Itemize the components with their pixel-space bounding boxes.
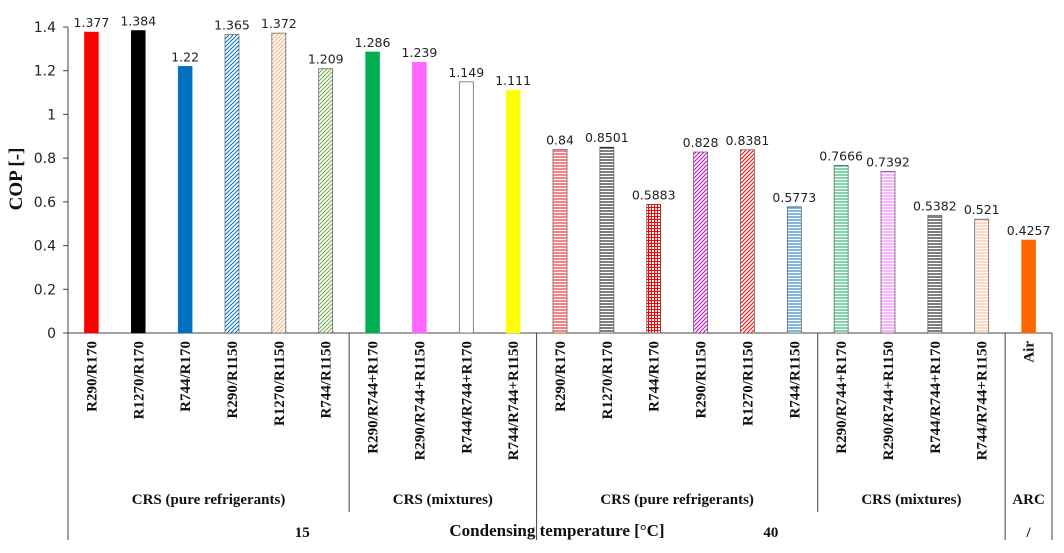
category-label: R744/R170 <box>178 341 194 412</box>
group-label: CRS (pure refrigerants) <box>132 492 286 508</box>
value-label: 0.4257 <box>1007 223 1051 238</box>
temperature-label: 40 <box>763 525 778 541</box>
category-label: R290/R1150 <box>225 341 241 419</box>
category-label: R290/R744+R170 <box>366 341 382 454</box>
value-label: 0.5773 <box>772 190 816 205</box>
value-label: 1.239 <box>402 45 438 60</box>
bar <box>1021 239 1036 334</box>
y-tick-label: 1.4 <box>34 20 56 36</box>
value-label: 0.8501 <box>585 130 629 145</box>
category-label: R290/R170 <box>553 341 569 412</box>
category-label: R1270/R1150 <box>740 341 756 426</box>
y-tick-label: 0.4 <box>34 239 56 255</box>
category-label: R744/R1150 <box>319 341 335 419</box>
bar <box>505 89 521 334</box>
value-label: 1.372 <box>261 16 297 31</box>
bar <box>458 81 474 334</box>
bar <box>224 34 240 334</box>
category-label: R1270/R170 <box>600 341 616 419</box>
value-label: 1.149 <box>448 65 484 80</box>
temperature-label: 15 <box>295 525 310 541</box>
y-axis-title: COP [-] <box>6 148 27 211</box>
category-label: Air <box>1022 341 1038 363</box>
bar <box>365 51 380 334</box>
value-label: 1.22 <box>171 49 199 64</box>
value-labels: 1.377 1.384 1.22 1.365 1.372 1.209 1.286 1.239 1… <box>74 13 1051 237</box>
value-label: 0.5382 <box>913 198 957 213</box>
x-axis-title: Condensing temperature [°C] <box>449 521 664 540</box>
category-label: R290/R744+R1150 <box>412 341 428 460</box>
y-tick-label: 1.2 <box>34 64 56 80</box>
bar <box>131 30 146 334</box>
group-label: ARC <box>1012 492 1045 508</box>
category-label: R290/R1150 <box>694 341 710 419</box>
bar <box>646 204 662 334</box>
bar <box>318 68 334 334</box>
category-label: R744/R744+R1150 <box>506 341 522 460</box>
category-label: R290/R170 <box>84 341 100 412</box>
group-label: CRS (mixtures) <box>861 492 961 508</box>
value-label: 1.365 <box>214 18 250 33</box>
category-labels: R290/R170 R1270/R170 R744/R170 R290/R1150 R1… <box>84 341 1037 461</box>
bar <box>927 215 943 334</box>
y-tick-label: 0 <box>47 326 56 342</box>
bar <box>599 146 615 334</box>
y-tick-label: 1 <box>47 107 56 123</box>
bar <box>412 61 427 334</box>
value-label: 1.111 <box>495 73 531 88</box>
bar <box>552 149 568 334</box>
bar <box>740 149 755 334</box>
bar <box>177 66 193 334</box>
value-label: 0.5883 <box>632 187 676 202</box>
bar <box>833 165 849 334</box>
value-label: 0.828 <box>683 135 719 150</box>
value-label: 1.377 <box>74 15 110 30</box>
category-label: R1270/R170 <box>131 341 147 419</box>
category-label: R290/R744+R170 <box>834 341 850 454</box>
value-label: 0.84 <box>546 132 574 147</box>
category-label: R744/R744+R170 <box>928 341 944 454</box>
group-label: CRS (pure refrigerants) <box>600 492 754 508</box>
bar <box>880 171 896 334</box>
value-label: 0.7392 <box>866 154 910 169</box>
y-tick-label: 0.2 <box>34 282 56 298</box>
value-label: 1.209 <box>308 52 344 67</box>
value-label: 0.521 <box>964 202 1000 217</box>
category-label: R290/R744+R1150 <box>881 341 897 460</box>
group-labels: CRS (pure refrigerants) CRS (mixtures) CRS… <box>67 333 1045 540</box>
value-label: 1.384 <box>120 13 156 28</box>
category-label: R744/R744+R170 <box>459 341 475 454</box>
group-label: CRS (mixtures) <box>393 492 493 508</box>
category-label: R744/R170 <box>647 341 663 412</box>
y-tick-label: 0.6 <box>34 195 56 211</box>
value-label: 1.286 <box>355 35 391 50</box>
temperature-labels: 15 40 / <box>295 333 1053 541</box>
bar <box>271 32 287 334</box>
bar <box>786 206 802 334</box>
category-label: R1270/R1150 <box>272 341 288 426</box>
bar <box>974 218 990 334</box>
bars <box>84 30 1036 334</box>
category-label: R744/R744+R1150 <box>975 341 991 460</box>
bar <box>84 31 99 334</box>
temperature-label: / <box>1025 525 1031 541</box>
y-tick-label: 0.8 <box>34 151 56 167</box>
bar <box>693 151 708 334</box>
value-label: 0.8381 <box>726 133 770 148</box>
value-label: 0.7666 <box>819 148 863 163</box>
category-label: R744/R1150 <box>787 341 803 419</box>
